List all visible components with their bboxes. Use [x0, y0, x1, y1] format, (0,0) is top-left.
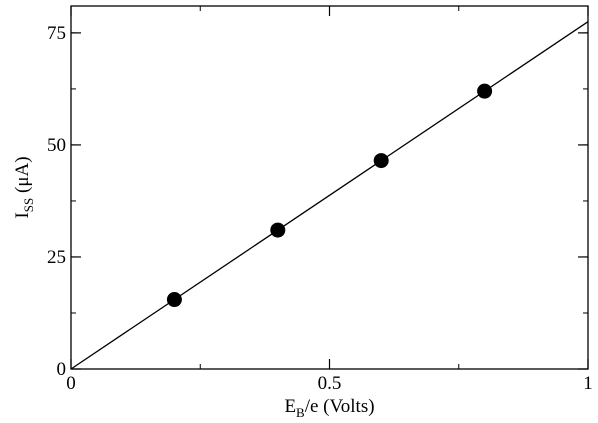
y-tick-label: 75 — [47, 23, 66, 44]
y-tick-label: 50 — [47, 135, 66, 156]
plot-frame — [70, 5, 589, 370]
y-tick-label: 25 — [47, 247, 66, 268]
data-point — [477, 83, 493, 99]
x-tick-label: 1 — [583, 373, 593, 394]
fit-line — [70, 21, 589, 370]
y-axis-label: ISS (μA) — [12, 156, 36, 218]
x-tick-label: 0.5 — [318, 373, 342, 394]
series-layer — [70, 21, 589, 370]
labels-layer: EB/e (Volts) ISS (μA) — [12, 156, 375, 420]
x-axis-label: EB/e (Volts) — [284, 396, 374, 420]
ticks-layer: 0 0.5 1 0 25 50 75 — [47, 6, 593, 394]
y-tick-label: 0 — [57, 359, 67, 380]
data-point — [166, 292, 182, 308]
data-point — [373, 153, 389, 169]
data-point — [270, 222, 286, 238]
x-tick-label: 0 — [66, 373, 76, 394]
